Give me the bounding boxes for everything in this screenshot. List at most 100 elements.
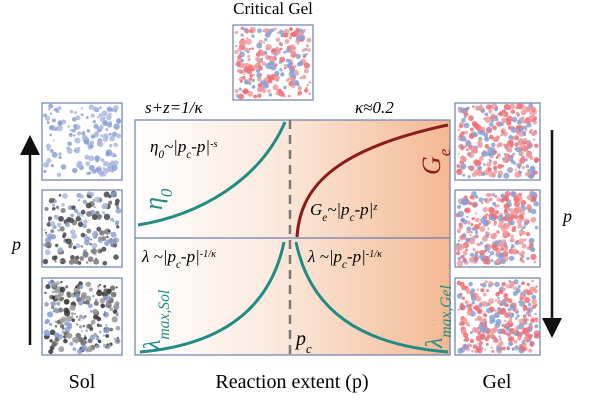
particle — [480, 201, 484, 205]
particle — [44, 249, 51, 256]
particle — [99, 250, 103, 253]
particle — [516, 240, 519, 243]
particle — [521, 230, 526, 235]
particle — [64, 326, 71, 333]
particle — [493, 136, 499, 143]
particle — [469, 233, 472, 237]
particle — [507, 311, 511, 315]
particle — [511, 248, 518, 255]
particle — [527, 327, 533, 332]
particle — [95, 210, 100, 215]
particle — [460, 304, 466, 311]
particle — [488, 254, 492, 257]
particle — [297, 85, 303, 91]
particle — [521, 155, 525, 160]
particle — [76, 131, 82, 136]
particle — [87, 256, 94, 263]
p-right: p — [561, 206, 572, 226]
particle — [483, 163, 486, 167]
particle — [306, 84, 309, 87]
particle — [500, 328, 506, 334]
particle — [54, 243, 59, 248]
particle — [508, 122, 512, 125]
particle — [80, 297, 85, 302]
particle — [70, 213, 75, 218]
particle — [471, 227, 476, 231]
particle — [484, 136, 490, 142]
particle — [478, 303, 483, 307]
particle — [101, 110, 108, 117]
particle — [76, 161, 83, 169]
particle — [283, 50, 287, 54]
particle — [496, 197, 501, 202]
particle — [95, 336, 100, 341]
gel-label: Gel — [483, 371, 512, 393]
particle — [113, 123, 120, 130]
particle — [81, 344, 88, 352]
particle — [493, 165, 498, 170]
lambda-gel-law-part: ~|p — [315, 247, 342, 266]
lambda-sol-law-part: λ — [141, 247, 149, 266]
particle — [89, 191, 95, 197]
particle — [491, 349, 495, 353]
particle — [116, 118, 121, 124]
particle — [98, 106, 103, 110]
particle — [111, 295, 114, 298]
particle — [459, 155, 467, 162]
particle — [523, 321, 528, 325]
particle — [462, 257, 467, 262]
particle — [520, 254, 525, 258]
particle — [89, 144, 94, 149]
particle — [293, 80, 299, 86]
particle — [106, 288, 112, 294]
particle — [87, 323, 92, 329]
particle — [101, 246, 107, 252]
particle — [268, 93, 273, 97]
particle — [488, 280, 493, 286]
particle — [480, 346, 484, 350]
particle — [107, 122, 113, 128]
particle — [47, 233, 54, 240]
particle — [51, 203, 55, 207]
particle — [262, 41, 266, 44]
particle — [50, 301, 57, 307]
particle — [285, 48, 291, 53]
particle — [490, 118, 495, 123]
particle — [515, 131, 519, 135]
particle — [44, 291, 47, 295]
particle — [481, 300, 488, 308]
particle — [506, 347, 510, 351]
particle — [518, 141, 522, 145]
particle — [271, 48, 276, 53]
particle — [494, 322, 501, 329]
particle — [517, 323, 524, 330]
particle — [109, 307, 113, 311]
particle — [504, 296, 509, 302]
particle — [116, 205, 120, 209]
particle — [80, 232, 86, 238]
particle — [463, 115, 467, 119]
particle — [477, 332, 481, 336]
particle — [534, 312, 537, 316]
particle — [462, 233, 467, 238]
particle — [253, 73, 256, 77]
particle — [66, 216, 72, 222]
particle — [500, 247, 505, 252]
particle — [79, 314, 84, 319]
particle — [288, 94, 291, 98]
ge-curve — [295, 123, 449, 238]
particle — [511, 143, 515, 146]
particle — [513, 339, 518, 344]
particle — [487, 146, 494, 153]
particle — [461, 296, 466, 301]
particle — [73, 312, 77, 315]
particle — [509, 190, 517, 198]
particle — [71, 117, 77, 122]
particle — [269, 66, 273, 70]
particle — [477, 140, 483, 146]
particle — [66, 315, 73, 322]
particle — [42, 258, 49, 265]
particle — [114, 194, 117, 198]
particle — [236, 68, 241, 73]
particle — [497, 296, 500, 300]
